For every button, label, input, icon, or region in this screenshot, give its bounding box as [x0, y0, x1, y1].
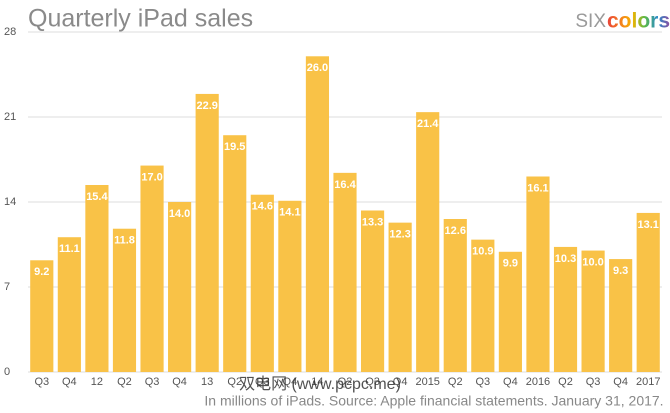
value-label: 26.0	[307, 62, 328, 74]
y-tick-label: 14	[4, 196, 16, 208]
x-tick-label: 2015	[415, 376, 439, 388]
x-tick-label: Q3	[365, 376, 380, 388]
bar	[471, 239, 495, 372]
value-label: 22.9	[196, 100, 217, 112]
x-tick-label: Q2	[117, 376, 132, 388]
x-tick-label: 2016	[526, 376, 550, 388]
chart-title: Quarterly iPad sales	[28, 5, 253, 33]
x-tick-label: 13	[201, 376, 213, 388]
value-label: 14.6	[252, 201, 273, 213]
bar	[250, 194, 274, 372]
bar	[112, 228, 137, 372]
bar	[609, 259, 633, 372]
x-tick-label: Q3	[145, 376, 160, 388]
value-label: 10.3	[555, 253, 576, 265]
value-label: 11.1	[59, 243, 80, 255]
value-label: 16.4	[334, 179, 356, 191]
value-label: 14.0	[169, 208, 190, 220]
bar	[388, 222, 412, 372]
value-label: 16.1	[527, 182, 548, 194]
bar	[57, 237, 81, 372]
x-tick-label: Q4	[172, 376, 187, 388]
x-tick-label: Q3	[586, 376, 601, 388]
bar	[195, 93, 219, 372]
bar	[305, 56, 330, 373]
x-tick-label: Q3	[34, 376, 49, 388]
value-label: 13.1	[638, 219, 659, 231]
x-tick-label: Q2	[227, 376, 242, 388]
y-tick-label: 0	[4, 366, 10, 378]
y-tick-label: 7	[4, 281, 10, 293]
value-label: 11.8	[114, 235, 135, 247]
bar	[581, 250, 605, 372]
bar	[498, 251, 522, 372]
value-label: 12.6	[445, 225, 466, 237]
bar	[333, 172, 357, 372]
logo-prefix: SIX	[575, 11, 606, 32]
bar	[168, 202, 192, 372]
bar	[416, 112, 440, 373]
y-tick-label: 21	[4, 111, 16, 123]
watermark: 双电网 (www.pcpc.me)	[239, 375, 401, 393]
value-label: 21.4	[417, 118, 439, 130]
x-tick-label: Q4	[613, 376, 628, 388]
x-tick-label: Q3	[255, 376, 270, 388]
value-label: 17.0	[141, 171, 162, 183]
x-tick-label: Q4	[62, 376, 77, 388]
value-label: 14.1	[279, 207, 300, 219]
x-tick-label: 14	[311, 376, 323, 388]
value-label: 13.3	[362, 216, 383, 228]
x-tick-label: Q3	[475, 376, 490, 388]
bar	[636, 212, 660, 372]
x-tick-label: 2017	[636, 376, 660, 388]
bar	[553, 246, 578, 372]
value-label: 9.9	[503, 258, 518, 270]
value-label: 9.3	[613, 265, 628, 277]
x-tick-label: Q4	[283, 376, 298, 388]
logo-suffix: colors	[607, 10, 670, 33]
value-label: 10.0	[582, 256, 603, 268]
y-tick-label: 28	[4, 26, 16, 38]
x-tick-label: Q4	[393, 376, 408, 388]
bar	[223, 135, 247, 372]
x-tick-label: 12	[91, 376, 103, 388]
footnote: In millions of iPads. Source: Apple fina…	[204, 393, 663, 409]
bar	[278, 200, 302, 372]
x-tick-label: Q2	[448, 376, 463, 388]
x-tick-label: Q2	[558, 376, 573, 388]
value-label: 12.3	[389, 229, 410, 241]
x-tick-label: Q4	[503, 376, 518, 388]
bar	[360, 210, 385, 372]
bar	[526, 176, 550, 372]
bar	[30, 260, 54, 372]
bar	[140, 165, 164, 372]
x-tick-label: Q2	[338, 376, 353, 388]
bar	[443, 219, 467, 372]
value-label: 15.4	[86, 191, 108, 203]
value-label: 9.2	[34, 266, 49, 278]
bar	[85, 185, 109, 372]
value-label: 19.5	[224, 141, 245, 153]
value-label: 10.9	[472, 246, 493, 258]
